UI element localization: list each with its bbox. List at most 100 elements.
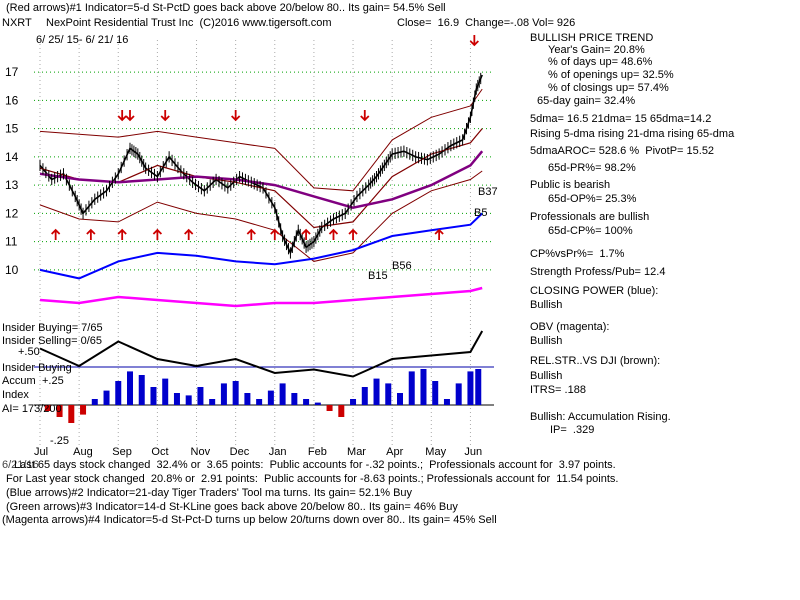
sell-arrow [125,110,135,122]
obv-line [39,286,483,308]
bands [39,88,483,262]
minus-25-label: -.25 [50,435,69,447]
sell-arrow [231,110,241,122]
x-tick-label: Jun [464,446,482,458]
accum-bar [162,378,169,405]
stat-8: 5dmaAROC= 528.6 % PivotP= 15.52 [530,145,715,157]
accum-bar [361,387,368,405]
x-tick-label: Oct [151,446,168,458]
stat-13: 65d-CP%= 100% [548,225,633,237]
footer-line-3: (Blue arrows)#2 Indicator=21-day Tiger T… [6,487,413,499]
index-label: Index [2,389,29,401]
accum-bar [291,393,298,405]
accum-bar [138,375,145,405]
y-tick-label: 15 [5,122,19,136]
accum-bar [103,390,110,405]
accum-bar [127,371,133,405]
accum-bar [338,405,345,417]
buy-arrow [270,228,280,240]
x-tick-label: Aug [73,446,93,458]
x-tick-label: Mar [347,446,366,458]
accum-bar [56,405,63,417]
y-tick-label: 16 [5,93,19,107]
accum-bar [256,399,263,405]
insider-selling: Insider Selling= 0/65 [2,335,102,347]
sell-arrow [117,110,127,122]
buy-arrow [184,228,194,240]
accum-bar [326,405,333,411]
stat-11: 65d-OP%= 25.3% [548,193,637,205]
accum-bar [467,371,474,405]
accum-bar [220,383,227,405]
accum-bar [420,369,427,405]
accum-bar [385,383,392,405]
stat-4: % of closings up= 57.4% [548,82,669,94]
accum-bar [185,395,192,405]
accum-bar [68,405,75,423]
y-ticks: 10 11 12 13 14 15 16 17 [5,65,19,277]
x-tick-label: May [425,446,446,458]
accum-label: Accum [2,375,36,387]
x-tick-label: Apr [386,446,403,458]
buy-arrow [117,228,127,240]
accum-bar [44,405,51,411]
stat-20: REL.STR..VS DJI (brown): [530,355,661,367]
stat-16: CLOSING POWER (blue): [530,285,659,297]
accum-bar [150,387,157,405]
arrows [51,35,479,240]
plus-50-label: +.50 [18,346,40,358]
buy-arrow [86,228,96,240]
series-21dma [39,128,483,229]
stat-5: 65-day gain= 32.4% [537,95,636,107]
series-upper-band [39,88,483,192]
accum-bar [303,399,310,405]
company-name: NexPoint Residential Trust Inc (C)2016 w… [46,17,332,29]
x-ticks: Jul Aug Sep Oct Nov Dec Jan Feb Mar Apr May Jun [34,446,482,458]
buy-arrow [434,228,444,240]
stat-3: % of openings up= 32.5% [548,69,674,81]
accum-bar [397,393,403,405]
y-tick-label: 14 [5,150,19,164]
sell-arrow [160,110,170,122]
insider-buying: Insider Buying= 7/65 [2,322,103,334]
relstr-line [39,330,484,378]
stat-12: Professionals are bullish [530,211,650,223]
stat-0: BULLISH PRICE TREND [530,32,654,44]
buy-arrow [348,228,358,240]
stat-23: Bullish: Accumulation Rising. [530,411,671,423]
y-tick-label: 10 [5,263,19,277]
accum-bar [350,399,357,405]
stat-15: Strength Profess/Pub= 12.4 [530,266,666,278]
ticker-symbol: NXRT [2,17,32,29]
accum-bar [173,393,180,405]
annotation-b5: B5 [474,207,488,219]
footer-line-1: Last 65 days stock changed 32.4% or 3.65… [14,459,616,471]
buy-arrow [246,228,256,240]
y-tick-label: 11 [5,235,18,249]
stat-22: ITRS= .188 [530,384,586,396]
buy-arrow [51,228,61,240]
accum-bar [432,381,439,405]
stat-21: Bullish [530,370,563,382]
stat-7: Rising 5-dma rising 21-dma rising 65-dma [530,128,735,140]
x-tick-label: Dec [230,446,250,458]
stat-2: % of days up= 48.6% [548,56,653,68]
x-tick-label: Sep [112,446,132,458]
buy-arrow [328,228,339,240]
footer-line-4: (Green arrows)#3 Indicator=14-d St-KLine… [6,501,458,513]
x-tick-label: Jul [34,446,48,458]
accum-bar [267,390,274,405]
stat-9: 65d-PR%= 98.2% [548,162,636,174]
accum-bar [373,378,380,405]
stat-24: IP= .329 [550,424,595,436]
stat-14: CP%vsPr%= 1.7% [530,248,625,260]
accum-bar [115,381,122,405]
footer-date: 6/21/16 [2,459,39,471]
accum-bar [475,369,482,405]
sell-arrow [360,110,370,122]
ai-label: AI= 173/200 [2,403,62,415]
accum-bar [244,393,251,405]
accum-bar [91,399,98,405]
plus-25-label: +.25 [42,375,64,387]
close-change-vol: Close= 16.9 Change=-.08 Vol= 926 [397,17,576,29]
